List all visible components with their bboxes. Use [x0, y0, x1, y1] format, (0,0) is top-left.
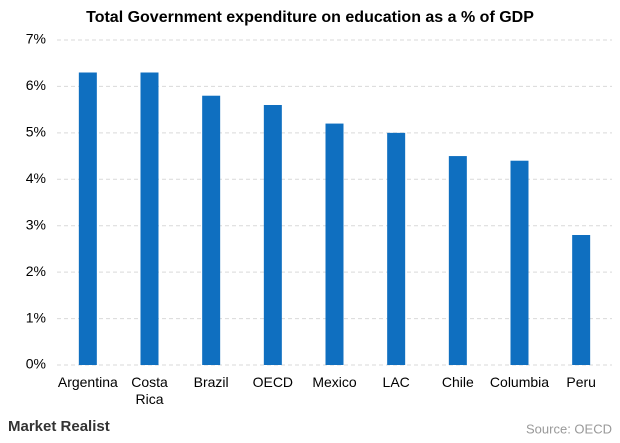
chart-title: Total Government expenditure on educatio…	[86, 9, 534, 26]
x-tick-label: Columbia	[489, 374, 550, 390]
y-tick-label: 5%	[26, 124, 46, 140]
bar	[202, 95, 221, 365]
y-tick-label: 2%	[26, 263, 46, 279]
y-tick-label: 7%	[26, 31, 46, 47]
bar	[78, 72, 97, 365]
x-tick-label: OECD	[252, 374, 294, 390]
x-tick-label: Peru	[566, 374, 596, 390]
bar	[510, 160, 529, 365]
y-tick-label: 6%	[26, 77, 46, 93]
x-tick-label: Costa Rica	[131, 374, 168, 407]
bar	[263, 105, 282, 365]
x-tick-label: Mexico	[312, 374, 357, 390]
x-tick-label: Argentina	[57, 374, 118, 390]
bar	[140, 72, 159, 365]
y-tick-label: 4%	[26, 170, 46, 186]
y-tick-label: 1%	[26, 309, 46, 325]
bar	[572, 235, 591, 365]
logo: Market Realist	[8, 418, 110, 435]
x-tick-label: Chile	[441, 374, 474, 390]
source: Source: OECD	[526, 421, 612, 436]
bar	[448, 156, 467, 365]
y-tick-label: 3%	[26, 216, 46, 232]
bar	[325, 123, 344, 365]
bar	[387, 132, 406, 365]
x-tick-label: Brazil	[193, 374, 229, 390]
x-tick-label: LAC	[382, 374, 410, 390]
y-tick-label: 0%	[26, 356, 46, 372]
